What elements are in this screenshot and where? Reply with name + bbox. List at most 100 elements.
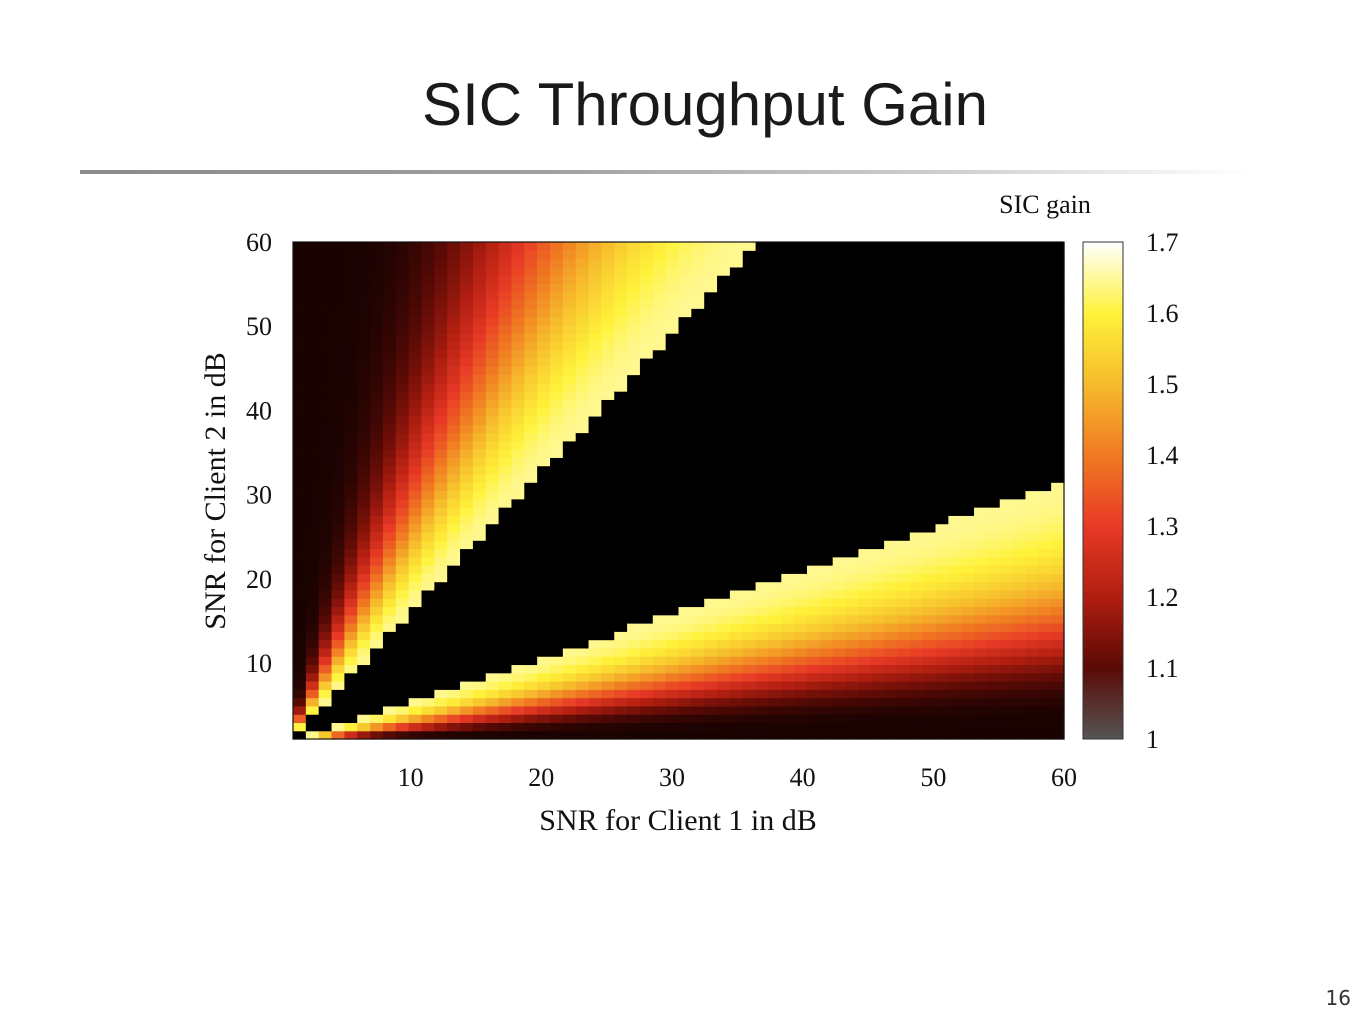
heatmap-cell xyxy=(421,482,435,492)
heatmap-cell xyxy=(344,672,358,682)
heatmap-cell xyxy=(370,407,384,417)
heatmap-cell xyxy=(472,656,487,666)
heatmap-cell xyxy=(755,714,770,724)
heatmap-cell xyxy=(755,308,770,318)
heatmap-cell xyxy=(884,507,898,516)
heatmap-cell xyxy=(447,366,461,376)
heatmap-cell xyxy=(1038,730,1052,740)
heatmap-cell xyxy=(794,689,808,699)
heatmap-cell xyxy=(742,631,757,641)
heatmap-cell xyxy=(807,589,821,599)
colorbar-tick-label: 1.5 xyxy=(1146,370,1179,399)
heatmap-cell xyxy=(652,333,667,342)
heatmap-cell xyxy=(691,705,705,715)
heatmap-cell xyxy=(614,705,628,715)
heatmap-cell xyxy=(665,399,680,409)
heatmap-cell xyxy=(382,449,397,458)
heatmap-cell xyxy=(460,308,474,318)
heatmap-cell xyxy=(794,722,808,732)
heatmap-cell xyxy=(588,606,602,616)
heatmap-cell xyxy=(678,291,692,301)
heatmap-cell xyxy=(819,515,834,525)
heatmap-cell xyxy=(575,531,590,541)
heatmap-cell xyxy=(575,341,590,351)
heatmap-cell xyxy=(588,440,602,450)
heatmap-cell xyxy=(344,573,358,583)
heatmap-cell xyxy=(652,382,667,392)
heatmap-cell xyxy=(382,366,397,376)
heatmap-cell xyxy=(550,415,564,425)
heatmap-cell xyxy=(331,242,345,251)
heatmap-cell xyxy=(344,299,358,309)
heatmap-cell xyxy=(896,647,911,657)
heatmap-cell xyxy=(922,664,937,674)
heatmap-cell xyxy=(472,258,487,268)
heatmap-cell xyxy=(562,631,577,641)
heatmap-cell xyxy=(344,308,358,318)
heatmap-cell xyxy=(562,540,577,550)
heatmap-cell xyxy=(614,490,628,500)
heatmap-cell xyxy=(999,606,1014,616)
heatmap-cell xyxy=(524,291,538,301)
heatmap-cell xyxy=(434,664,448,674)
heatmap-cell xyxy=(704,349,718,359)
heatmap-cell xyxy=(871,407,885,417)
heatmap-cell xyxy=(717,714,731,724)
heatmap-cell xyxy=(819,258,834,268)
heatmap-cell xyxy=(1051,730,1065,740)
heatmap-cell xyxy=(768,333,782,342)
heatmap-cell xyxy=(807,664,821,674)
heatmap-cell xyxy=(485,589,500,599)
heatmap-cell xyxy=(524,266,538,276)
heatmap-cell xyxy=(447,324,461,334)
heatmap-cell xyxy=(909,349,924,359)
heatmap-cell xyxy=(678,449,692,458)
heatmap-cell xyxy=(447,656,461,666)
heatmap-cell xyxy=(794,407,808,417)
heatmap-cell xyxy=(395,258,410,268)
heatmap-cell xyxy=(691,573,705,583)
heatmap-cell xyxy=(999,324,1014,334)
heatmap-cell xyxy=(408,548,423,558)
heatmap-cell xyxy=(601,507,615,516)
heatmap-cell xyxy=(768,697,782,707)
heatmap-cell xyxy=(293,681,307,690)
heatmap-cell xyxy=(1051,689,1065,699)
heatmap-cell xyxy=(858,449,872,458)
heatmap-cell xyxy=(370,606,384,616)
heatmap-cell xyxy=(871,250,885,260)
heatmap-cell xyxy=(524,440,538,450)
heatmap-cell xyxy=(537,664,551,674)
heatmap-cell xyxy=(819,473,834,483)
heatmap-cell xyxy=(1051,316,1065,326)
heatmap-cell xyxy=(562,349,577,359)
heatmap-cell xyxy=(344,374,358,384)
heatmap-cell xyxy=(421,722,435,732)
heatmap-cell xyxy=(768,573,782,583)
heatmap-cell xyxy=(382,548,397,558)
heatmap-cell xyxy=(729,531,744,541)
heatmap-cell xyxy=(665,705,680,715)
heatmap-cell xyxy=(537,308,551,318)
heatmap-cell xyxy=(1012,606,1027,616)
heatmap-cell xyxy=(588,490,602,500)
heatmap-cell xyxy=(781,258,795,268)
heatmap-cell xyxy=(974,490,988,500)
heatmap-cell xyxy=(884,258,898,268)
heatmap-cell xyxy=(447,316,461,326)
heatmap-cell xyxy=(460,449,474,458)
heatmap-cell xyxy=(652,399,667,409)
heatmap-cell xyxy=(871,531,885,541)
heatmap-cell xyxy=(845,275,859,285)
heatmap-cell xyxy=(845,606,859,616)
heatmap-cell xyxy=(832,308,847,318)
heatmap-cell xyxy=(627,697,641,707)
heatmap-cell xyxy=(627,606,641,616)
heatmap-cell xyxy=(665,250,680,260)
heatmap-cell xyxy=(318,316,333,326)
heatmap-cell xyxy=(652,440,667,450)
heatmap-cell xyxy=(601,382,615,392)
heatmap-cell xyxy=(588,656,602,666)
heatmap-cell xyxy=(948,465,962,475)
heatmap-cell xyxy=(1038,614,1052,624)
